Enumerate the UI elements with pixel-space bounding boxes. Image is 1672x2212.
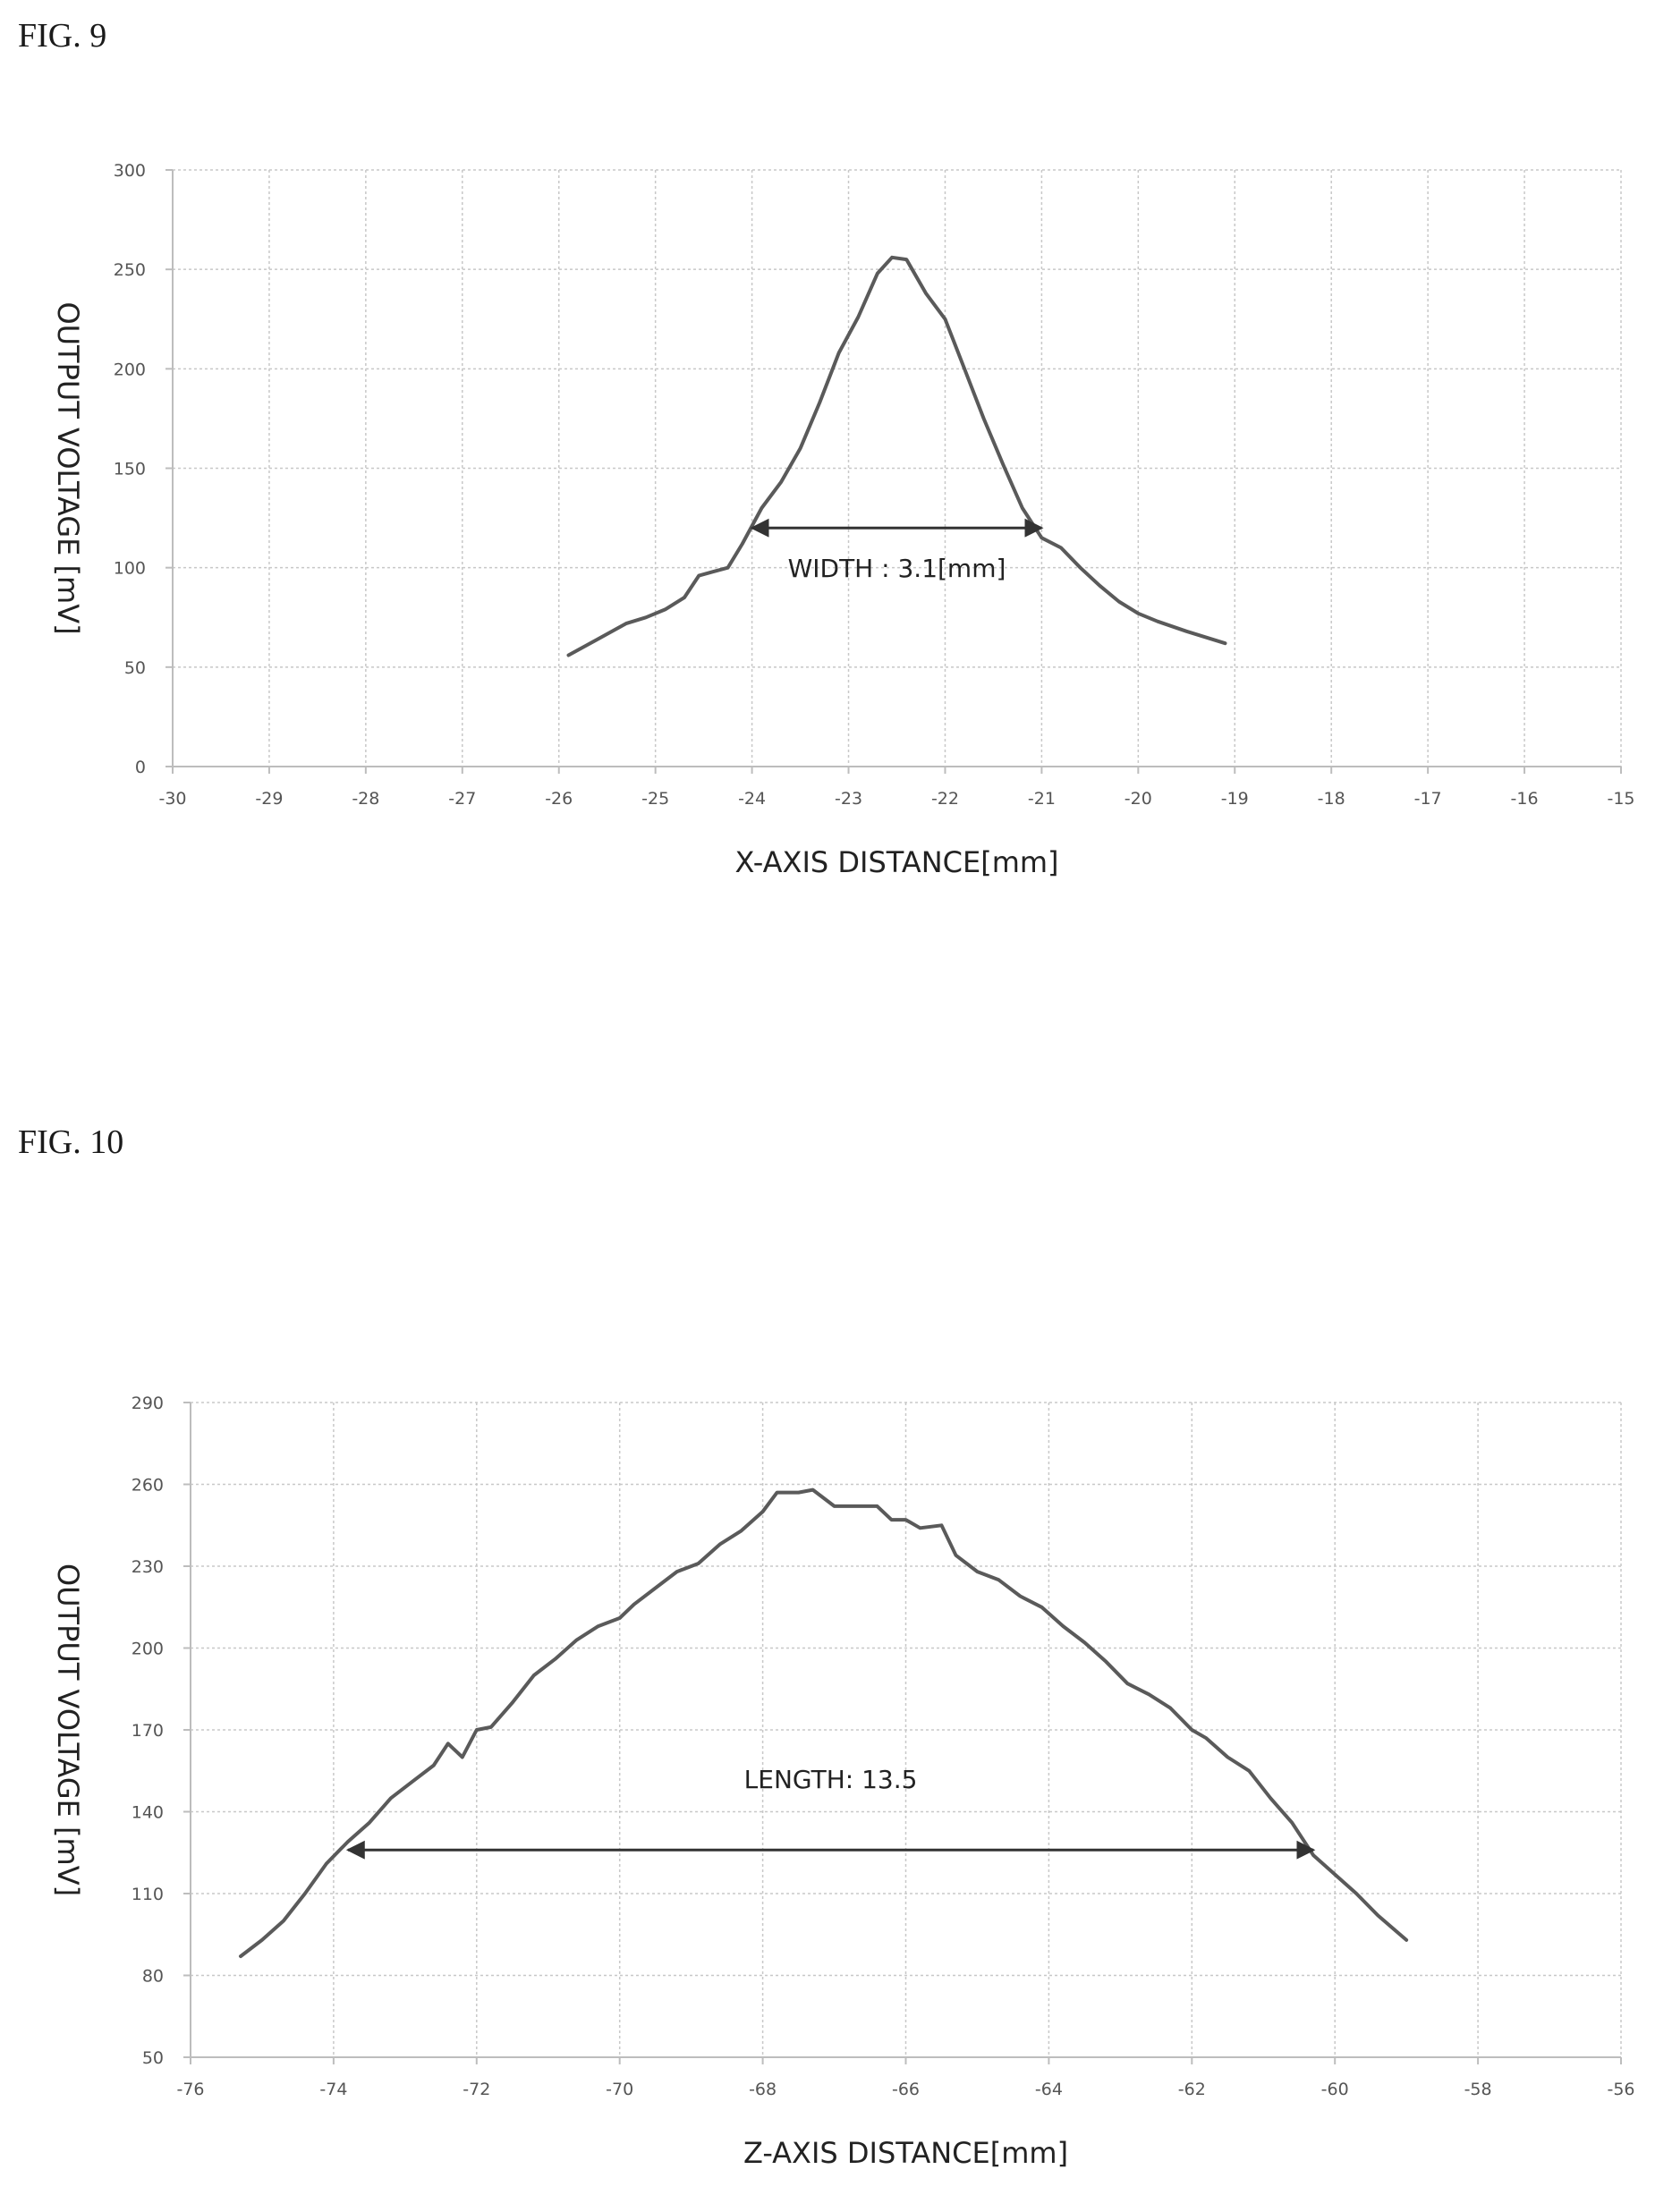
fig9-y-tick-label-4: 200	[114, 360, 146, 379]
fig10-x-tick-label-4: -68	[749, 2080, 777, 2099]
fig9-y-axis-title: OUTPUT VOLTAGE [mV]	[51, 301, 85, 634]
fig9-x-tick-label-10: -20	[1125, 789, 1152, 809]
fig10-x-axis-title: Z-AXIS DISTANCE[mm]	[743, 2136, 1068, 2170]
fig9-x-tick-label-9: -21	[1028, 789, 1056, 809]
fig9-x-tick-label-11: -19	[1221, 789, 1249, 809]
fig10-y-tick-label-1: 80	[142, 1967, 164, 1987]
fig10-y-tick-label-6: 230	[132, 1557, 164, 1577]
fig10-y-axis-title: OUTPUT VOLTAGE [mV]	[51, 1564, 85, 1896]
fig10-x-tick-label-7: -62	[1178, 2080, 1206, 2099]
fig9-y-tick-label-0: 0	[135, 758, 146, 777]
fig9-x-tick-label-12: -18	[1318, 789, 1345, 809]
fig9-y-tick-label-1: 50	[124, 658, 146, 678]
fig9-x-axis-title: X-AXIS DISTANCE[mm]	[734, 845, 1058, 879]
fig9-x-tick-label-5: -25	[641, 789, 669, 809]
fig9-y-tick-label-5: 250	[114, 260, 146, 280]
fig9-x-tick-label-8: -22	[931, 789, 959, 809]
fig9-x-tick-label-4: -26	[545, 789, 573, 809]
fig9-y-tick-label-2: 100	[114, 559, 146, 579]
fig9-x-tick-label-7: -23	[835, 789, 862, 809]
fig10-annotation-label: LENGTH: 13.5	[744, 1765, 918, 1794]
fig9-chart: -30 -29 -28 -27 -26 -25 -24 -23 -22 -21 -20 -19 -18 -…	[51, 161, 1635, 879]
fig10-y-tick-label-5: 200	[132, 1640, 164, 1659]
fig9-x-tick-label-1: -29	[255, 789, 283, 809]
fig10-y-tick-label-2: 110	[132, 1885, 164, 1904]
fig10-x-tick-label-1: -74	[319, 2080, 347, 2099]
figure-10-label: FIG. 10	[18, 1123, 124, 1161]
fig10-y-tick-label-0: 50	[142, 2048, 164, 2068]
fig10-x-tick-label-5: -66	[892, 2080, 920, 2099]
fig10-x-tick-label-10: -56	[1607, 2080, 1634, 2099]
fig10-x-tick-label-0: -76	[176, 2080, 204, 2099]
fig9-x-tick-label-15: -15	[1607, 789, 1634, 809]
fig10-y-tick-label-3: 140	[132, 1803, 164, 1823]
fig10-y-tick-label-8: 290	[132, 1394, 164, 1413]
fig10-chart: -76 -74 -72 -70 -68 -66 -64 -62 -60 -58 -56 50 80 110…	[51, 1394, 1635, 2170]
fig10-x-tick-label-6: -64	[1035, 2080, 1063, 2099]
fig9-x-tick-label-13: -17	[1414, 789, 1442, 809]
fig9-y-tick-label-6: 300	[114, 161, 146, 181]
figure-9-label: FIG. 9	[18, 17, 107, 55]
fig10-series-line-0	[239, 1487, 1409, 1959]
fig9-annotation-label: WIDTH : 3.1[mm]	[788, 554, 1006, 583]
fig10-y-tick-label-4: 170	[132, 1721, 164, 1741]
fig9-y-tick-label-3: 150	[114, 460, 146, 479]
fig9-x-tick-label-3: -27	[448, 789, 476, 809]
fig10-x-tick-label-9: -58	[1464, 2080, 1492, 2099]
fig9-x-tick-label-0: -30	[158, 789, 186, 809]
fig9-x-tick-label-6: -24	[738, 789, 766, 809]
fig10-y-tick-label-7: 260	[132, 1476, 164, 1496]
fig9-x-tick-label-2: -28	[352, 789, 379, 809]
fig10-x-tick-label-2: -72	[463, 2080, 490, 2099]
fig10-x-tick-label-3: -70	[606, 2080, 633, 2099]
fig9-series-line-0	[566, 255, 1227, 657]
fig10-x-tick-label-8: -60	[1321, 2080, 1349, 2099]
fig9-x-tick-label-14: -16	[1511, 789, 1539, 809]
